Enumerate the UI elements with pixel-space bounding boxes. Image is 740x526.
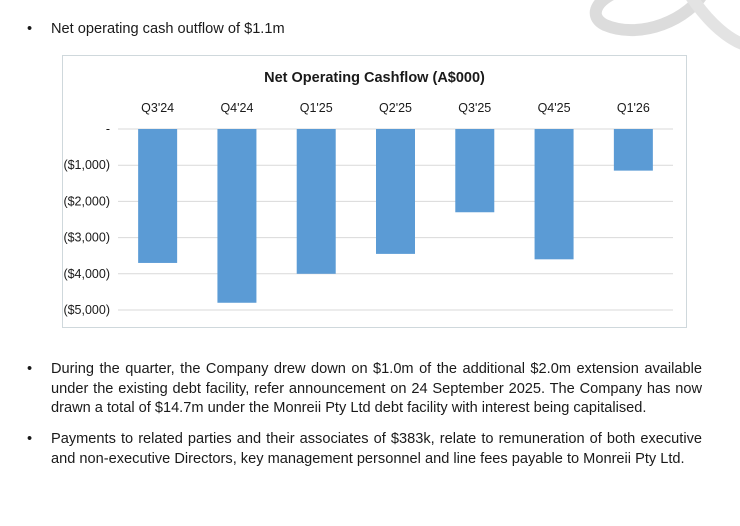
bar-q425 <box>534 129 574 260</box>
bar-q424 <box>217 129 257 303</box>
y-tick-label: - <box>106 122 110 136</box>
bullet-dot: • <box>27 21 33 37</box>
y-tick-label: ($4,000) <box>63 267 110 281</box>
bullet-text: Payments to related parties and their as… <box>51 431 702 467</box>
x-tick-label: Q4'25 <box>538 101 571 115</box>
bullet-dot: • <box>27 361 33 377</box>
y-tick-label: ($1,000) <box>63 158 110 172</box>
x-tick-label: Q2'25 <box>379 101 412 115</box>
bullet-dot: • <box>27 431 33 447</box>
bullet-text: During the quarter, the Company drew dow… <box>51 361 702 416</box>
chart-title: Net Operating Cashflow (A$000) <box>264 70 485 86</box>
bar-q324 <box>138 129 178 263</box>
bar-q325 <box>455 129 495 213</box>
y-tick-label: ($3,000) <box>63 231 110 245</box>
y-tick-label: ($5,000) <box>63 303 110 317</box>
x-tick-label: Q3'25 <box>458 101 491 115</box>
x-tick-label: Q4'24 <box>220 101 253 115</box>
bar-q125 <box>296 129 336 274</box>
y-tick-label: ($2,000) <box>63 194 110 208</box>
cashflow-chart: Net Operating Cashflow (A$000) Q3'24 Q4'2… <box>62 55 687 328</box>
bar-q126 <box>613 129 653 171</box>
bullet-text: Net operating cash outflow of $1.1m <box>51 21 285 37</box>
x-tick-label: Q1'26 <box>617 101 650 115</box>
x-tick-label: Q1'25 <box>300 101 333 115</box>
chart-canvas: Net Operating Cashflow (A$000) Q3'24 Q4'2… <box>63 70 673 317</box>
bar-q225 <box>376 129 415 254</box>
x-tick-label: Q3'24 <box>141 101 174 115</box>
